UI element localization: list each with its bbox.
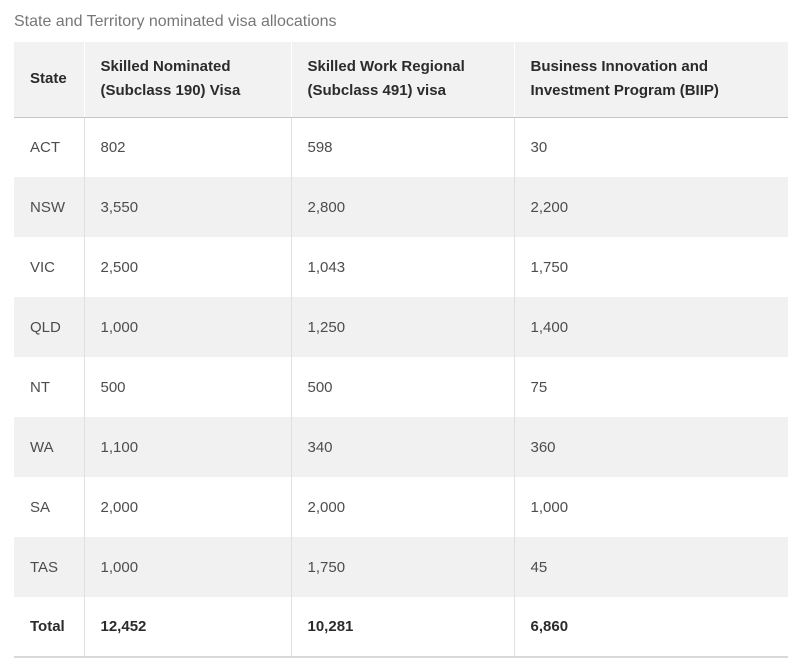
value-cell: 2,000 — [83, 477, 291, 537]
state-cell: SA — [14, 477, 84, 537]
column-header-state: State — [14, 42, 84, 118]
visa-allocations-table: State Skilled Nominated (Subclass 190) V… — [14, 42, 788, 658]
state-cell: NT — [14, 357, 84, 417]
page-title: State and Territory nominated visa alloc… — [14, 13, 337, 30]
state-cell: VIC — [14, 237, 84, 297]
value-cell: 1,000 — [83, 537, 291, 597]
value-cell: 75 — [513, 357, 788, 417]
value-cell: 360 — [513, 417, 788, 477]
value-cell: 2,200 — [513, 177, 788, 237]
value-cell: 1,750 — [290, 537, 514, 597]
table-row-tas: TAS 1,000 1,750 45 — [14, 537, 788, 597]
state-cell: TAS — [14, 537, 84, 597]
value-cell: 1,043 — [290, 237, 514, 297]
value-cell: 3,550 — [83, 177, 291, 237]
table-row-act: ACT 802 598 30 — [14, 117, 788, 177]
table-row-vic: VIC 2,500 1,043 1,750 — [14, 237, 788, 297]
value-cell: 2,500 — [83, 237, 291, 297]
state-cell: QLD — [14, 297, 84, 357]
value-cell: 1,750 — [513, 237, 788, 297]
value-cell: 1,250 — [290, 297, 514, 357]
header-row: State Skilled Nominated (Subclass 190) V… — [14, 42, 788, 118]
value-cell: 2,000 — [290, 477, 514, 537]
value-cell: 2,800 — [290, 177, 514, 237]
total-row: Total 12,452 10,281 6,860 — [14, 597, 788, 657]
state-cell: WA — [14, 417, 84, 477]
value-cell: 598 — [290, 117, 514, 177]
value-cell: 1,400 — [513, 297, 788, 357]
value-cell: 45 — [513, 537, 788, 597]
total-value-cell: 12,452 — [83, 597, 291, 657]
value-cell: 1,000 — [513, 477, 788, 537]
table-row-nsw: NSW 3,550 2,800 2,200 — [14, 177, 788, 237]
column-header-subclass-491: Skilled Work Regional (Subclass 491) vis… — [290, 42, 514, 118]
value-cell: 802 — [83, 117, 291, 177]
value-cell: 500 — [83, 357, 291, 417]
value-cell: 30 — [513, 117, 788, 177]
total-label-cell: Total — [14, 597, 84, 657]
value-cell: 500 — [290, 357, 514, 417]
table-row-qld: QLD 1,000 1,250 1,400 — [14, 297, 788, 357]
column-header-subclass-190: Skilled Nominated (Subclass 190) Visa — [83, 42, 291, 118]
table-row-nt: NT 500 500 75 — [14, 357, 788, 417]
table-row-sa: SA 2,000 2,000 1,000 — [14, 477, 788, 537]
value-cell: 340 — [290, 417, 514, 477]
state-cell: ACT — [14, 117, 84, 177]
value-cell: 1,000 — [83, 297, 291, 357]
column-header-biip: Business Innovation and Investment Progr… — [513, 42, 788, 118]
total-value-cell: 10,281 — [290, 597, 514, 657]
value-cell: 1,100 — [83, 417, 291, 477]
total-value-cell: 6,860 — [513, 597, 788, 657]
state-cell: NSW — [14, 177, 84, 237]
table-row-wa: WA 1,100 340 360 — [14, 417, 788, 477]
